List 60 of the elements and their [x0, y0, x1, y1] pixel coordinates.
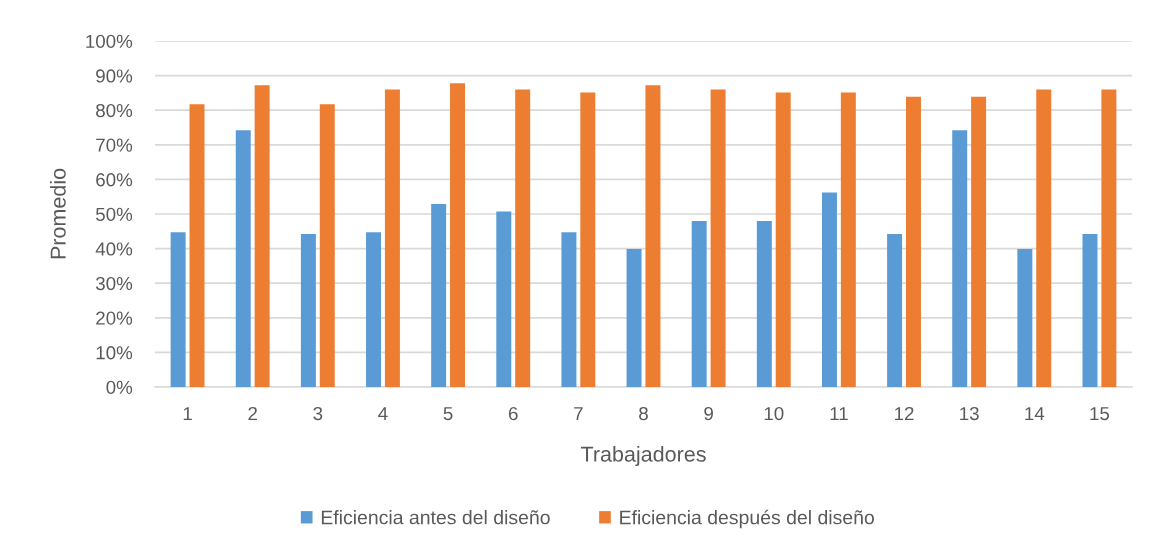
x-tick-label: 9 [704, 406, 713, 421]
bar [887, 234, 903, 387]
x-tick-label: 6 [508, 406, 518, 421]
bar [756, 220, 772, 387]
y-tick-label: 80% [96, 103, 133, 118]
bar [905, 96, 921, 387]
y-tick-label: 50% [96, 207, 133, 221]
bar [1082, 234, 1098, 387]
x-tick-label: 3 [313, 406, 323, 421]
y-tick-label: 0% [106, 380, 133, 394]
y-tick-label: 90% [96, 69, 133, 83]
y-tick-label: 60% [96, 173, 133, 187]
bar [775, 92, 791, 387]
y-axis-title: Promedio [49, 168, 66, 259]
bar [515, 89, 531, 387]
bar [366, 232, 382, 387]
bar [235, 130, 251, 387]
bar [840, 92, 856, 387]
bar [384, 89, 400, 387]
bar [971, 96, 987, 387]
y-tick-label: 30% [95, 276, 133, 291]
y-tick-label: 70% [96, 138, 133, 152]
bar [1017, 248, 1033, 387]
x-tick-label: 8 [639, 406, 648, 421]
bar [645, 85, 661, 387]
x-tick-label: 1 [183, 407, 192, 421]
bar [691, 220, 707, 387]
x-tick-label: 11 [830, 407, 848, 421]
bar [710, 89, 726, 387]
bar [170, 232, 186, 387]
bar [319, 104, 335, 387]
x-tick-label: 4 [378, 407, 388, 421]
bar [561, 232, 577, 387]
x-tick-label: 2 [248, 406, 257, 421]
y-tick-label: 20% [96, 311, 133, 325]
x-axis-title: Trabajadores [580, 445, 706, 467]
bar [952, 130, 968, 387]
legend-label: Eficiencia después del diseño [620, 509, 874, 529]
y-tick-label: 40% [95, 242, 133, 256]
bar [189, 104, 205, 387]
bar [300, 234, 316, 387]
legend-label: Eficiencia antes del diseño [321, 510, 550, 525]
bar [450, 83, 466, 387]
y-tick-label: 10% [96, 346, 133, 360]
bar [496, 211, 512, 387]
bar [580, 92, 596, 387]
x-tick-label: 5 [443, 407, 453, 421]
bar [1036, 89, 1052, 387]
x-tick-label: 15 [1090, 407, 1110, 421]
x-tick-label: 7 [574, 407, 583, 421]
x-tick-label: 10 [764, 406, 784, 421]
bar [431, 203, 447, 387]
bar [254, 85, 270, 387]
bar [626, 248, 642, 387]
x-tick-label: 13 [960, 406, 979, 421]
x-tick-label: 12 [895, 406, 914, 421]
bar [1101, 89, 1117, 387]
bar [821, 192, 837, 387]
y-tick-label: 100% [86, 34, 133, 48]
x-tick-label: 14 [1025, 407, 1045, 421]
